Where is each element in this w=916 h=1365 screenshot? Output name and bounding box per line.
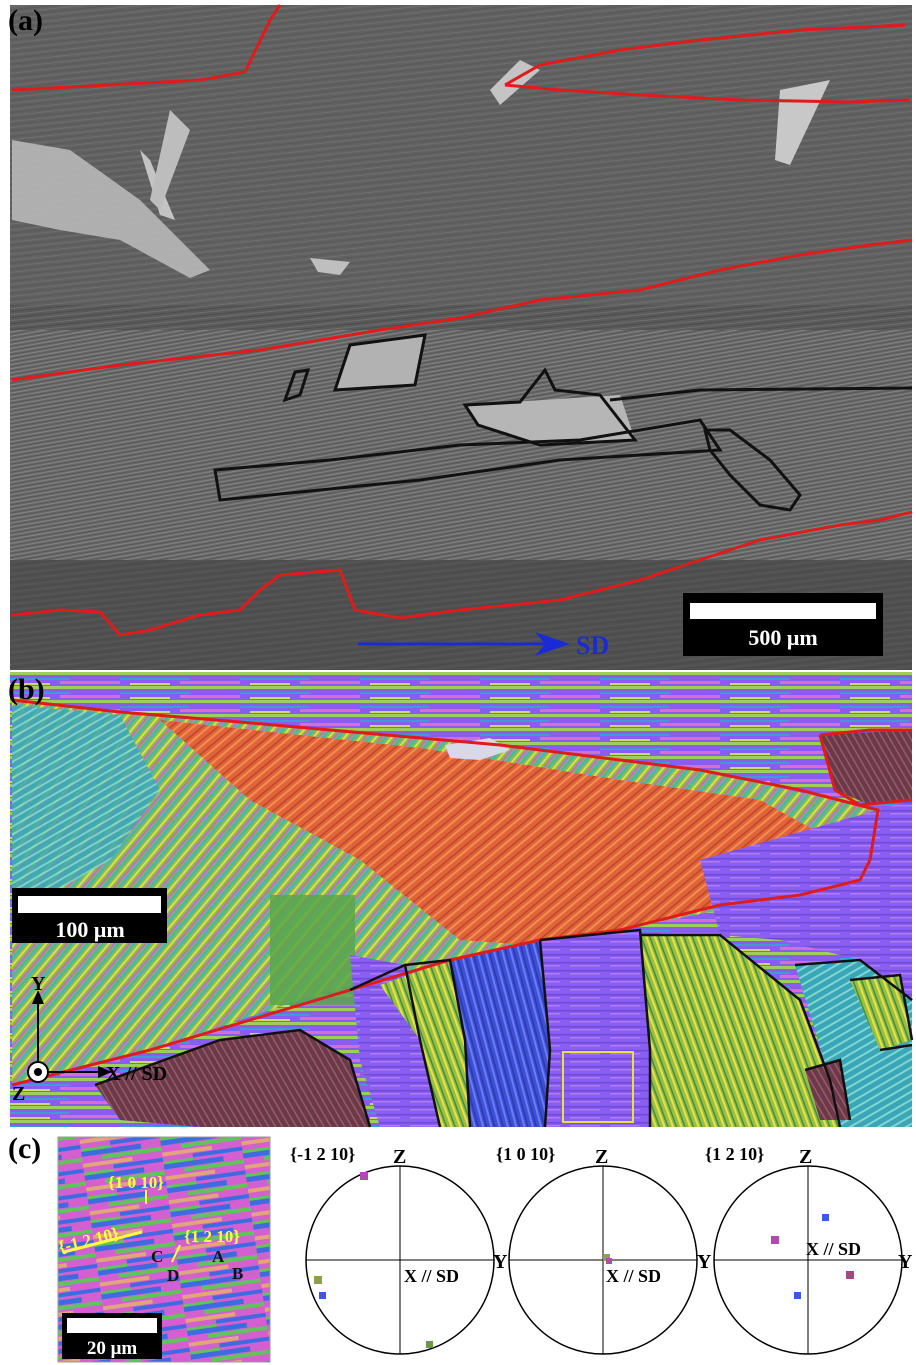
panel-c-scale-bar: 20 μm [62,1313,162,1359]
panel-a-scale-bar: 500 μm [683,593,883,656]
panel-b-black-boundaries [94,928,914,1128]
panel-a-scale-line [690,603,876,619]
variant-d-label: D [167,1266,179,1285]
sd-label: SD [576,631,609,660]
pole-figure-2-center-label: X // SD [606,1266,661,1286]
pole-figure-3: {1 2 10} Z Y X // SD [705,1144,913,1355]
variant-c-label: C [151,1247,163,1266]
pole-figure-1: {-1 2 10} Z Y X // SD [290,1144,508,1355]
x-axis-head [98,1066,112,1078]
pole-figure-1-title: {-1 2 10} [290,1144,355,1164]
pole-figure-2-spot-2 [606,1258,612,1264]
pole-figure-1-spot-1 [360,1172,368,1180]
panel-c-scale-line [67,1318,157,1333]
variant-b-label: B [232,1264,243,1283]
y-axis-head [32,990,44,1004]
pole-figure-2-z-label: Z [595,1146,608,1168]
pole-figure-1-spot-4 [426,1341,433,1348]
panel-a-label: (a) [8,4,43,37]
panel-a-red-boundaries [11,4,913,637]
variant-a-label: A [212,1247,225,1266]
panel-c-scale-text: 20 μm [87,1338,138,1359]
pole-figure-3-spot-3 [846,1271,854,1279]
panel-b-zoom-box [562,1051,634,1123]
z-axis-label: Z [12,1083,25,1105]
pole-figure-2-spot-1 [603,1254,610,1261]
panel-b-ebsd-map [10,672,912,1127]
panel-b-scale-bar: 100 μm [12,888,167,943]
pole-figure-3-spot-2 [771,1236,779,1244]
pole-figure-1-y-label: Y [493,1251,508,1273]
pole-figure-3-spot-1 [822,1214,829,1221]
y-axis-label: Y [31,973,46,995]
panel-b-axes: Y X // SD Z [12,973,167,1105]
panel-a-scale-text: 500 μm [748,625,817,650]
pole-figure-2-y-label: Y [697,1251,712,1273]
sd-arrow-head [535,632,570,656]
pole-figure-1-spot-3 [319,1292,326,1299]
plane-1-label: {1 0 10} [108,1173,164,1192]
pole-figure-1-z-label: Z [393,1146,406,1168]
pole-figure-3-title: {1 2 10} [705,1144,764,1164]
pole-figure-1-center-label: X // SD [404,1266,459,1286]
panel-a-black-boundaries [213,333,913,512]
sd-arrow: SD [358,631,609,660]
panel-c-label: (c) [8,1132,41,1165]
panel-b-label: (b) [8,673,45,706]
pole-figure-2: {1 0 10} Z Y X // SD [496,1144,712,1355]
plane-3-label: {1 2 10} [184,1227,240,1246]
pole-figure-3-center-label: X // SD [806,1239,861,1259]
panel-b-scale-line [18,896,161,913]
z-axis-dot [34,1068,42,1076]
pole-figure-3-z-label: Z [799,1146,812,1168]
panel-a-label-group: (a) [8,4,43,37]
x-axis-label: X // SD [106,1063,167,1085]
plane-3-trace [171,1244,181,1263]
panel-b-red-boundaries [11,698,913,1087]
panel-b-scale-text: 100 μm [55,917,124,942]
plane-2-trace [63,1230,143,1254]
pole-figure-3-spot-4 [794,1292,801,1299]
pole-figure-3-y-label: Y [898,1251,913,1273]
panel-a-sem-image [10,5,912,670]
pole-figure-1-spot-2 [314,1276,322,1284]
pole-figure-2-title: {1 0 10} [496,1144,555,1164]
